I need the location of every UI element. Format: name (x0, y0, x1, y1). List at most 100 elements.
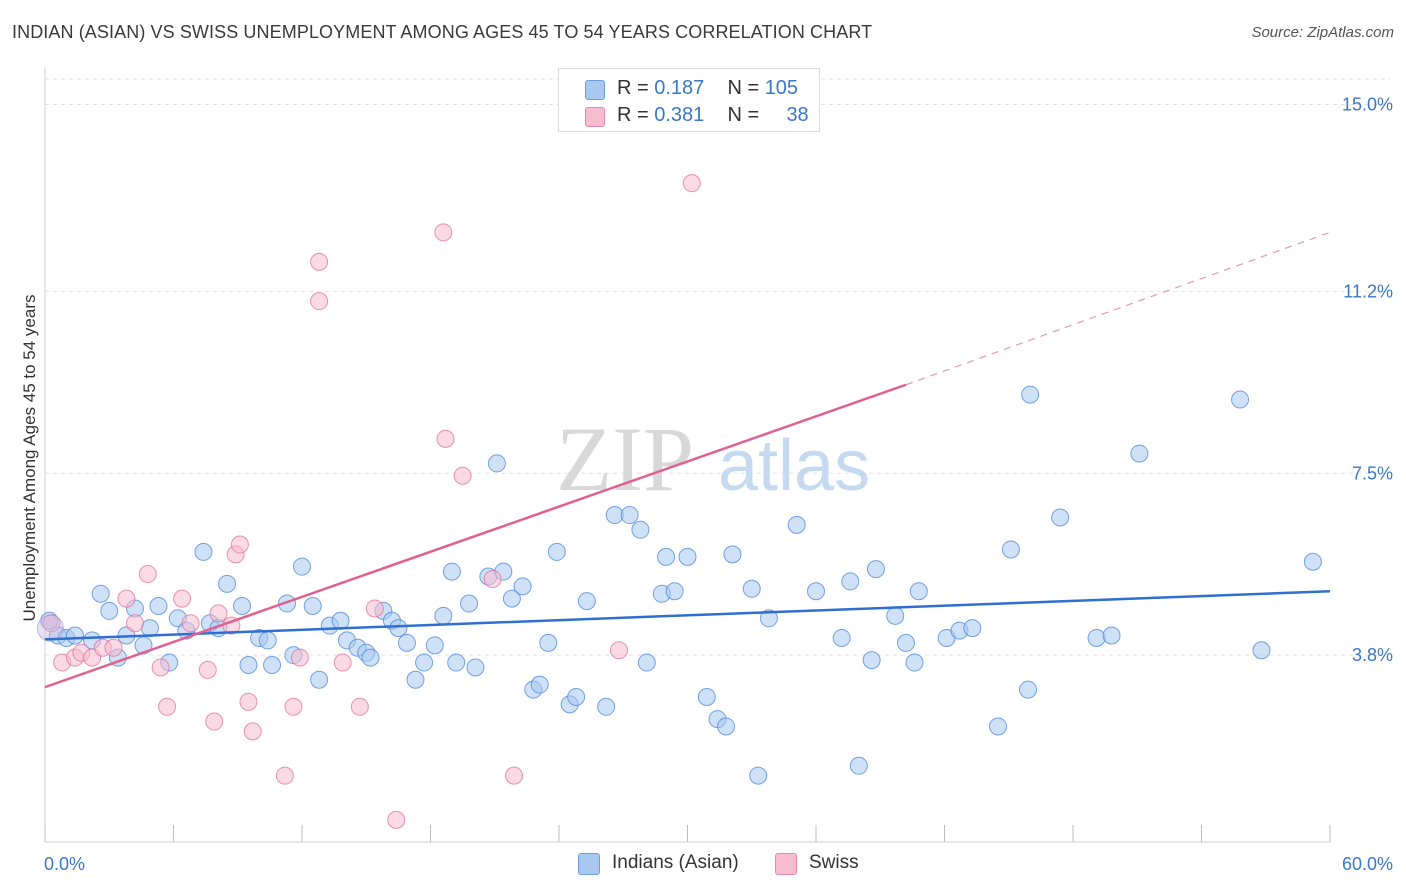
point-indians (310, 670, 329, 689)
point-swiss (505, 766, 524, 785)
x-tick-label-min: 0.0% (44, 854, 85, 874)
point-indians (605, 506, 624, 525)
bottom-legend-label-indians: Indians (Asian) (612, 852, 739, 873)
point-indians (749, 766, 768, 785)
point-swiss (125, 614, 144, 633)
point-indians (862, 651, 881, 670)
point-indians (389, 619, 408, 638)
point-swiss (609, 641, 628, 660)
point-swiss (158, 697, 177, 716)
point-indians (397, 633, 416, 652)
point-swiss (387, 810, 406, 829)
point-swiss (310, 292, 329, 311)
point-swiss (483, 569, 502, 588)
point-indians (233, 597, 252, 615)
point-indians (460, 594, 479, 613)
point-indians (807, 582, 825, 601)
point-swiss (117, 589, 136, 608)
legend-n-label: N = (727, 77, 760, 99)
point-swiss (209, 604, 228, 623)
point-indians (597, 697, 616, 716)
point-indians (620, 506, 639, 525)
point-indians (1252, 641, 1271, 660)
legend-swatch-swiss (585, 107, 605, 127)
point-indians (832, 628, 851, 647)
bottom-legend-swatch-indians (578, 853, 600, 875)
point-indians (530, 675, 549, 694)
point-indians (1001, 540, 1020, 559)
point-indians (293, 557, 311, 576)
point-indians (637, 653, 656, 672)
x-tick-label-max: 60.0% (1342, 854, 1393, 874)
point-indians (434, 606, 453, 625)
data-points (36, 174, 1322, 829)
legend-n-value: 105 (764, 77, 799, 99)
y-tick-label: 7.5% (1352, 463, 1393, 483)
point-indians (896, 633, 915, 652)
point-indians (657, 547, 676, 566)
trend-line-swiss-extension (905, 231, 1331, 386)
point-swiss (104, 638, 123, 657)
point-indians (905, 653, 924, 672)
point-indians (1102, 626, 1121, 645)
point-indians (678, 547, 697, 566)
watermark: ZIP atlas (556, 408, 870, 510)
point-indians (425, 636, 444, 655)
point-indians (331, 611, 350, 630)
legend-swatch-indians (585, 80, 605, 100)
point-indians (866, 560, 885, 579)
point-indians (717, 717, 736, 736)
chart-title: INDIAN (ASIAN) VS SWISS UNEMPLOYMENT AMO… (12, 22, 873, 42)
legend-r-label: R = (617, 77, 649, 99)
point-indians (1130, 444, 1149, 463)
point-swiss (198, 660, 217, 679)
stats-legend: R = 0.187 N = 105 R = 0.381 N = 38 (558, 68, 820, 132)
point-indians (989, 717, 1008, 736)
point-indians (1231, 390, 1250, 409)
point-indians (149, 597, 168, 615)
tick-labels: 3.8% 7.5% 11.2% 15.0% 0.0% 60.0% (44, 95, 1393, 875)
point-indians (886, 606, 905, 625)
point-swiss (239, 692, 258, 711)
y-tick-label: 11.2% (1343, 281, 1393, 301)
legend-n-label: N = (727, 104, 760, 126)
point-indians (841, 572, 860, 591)
trend-lines (44, 231, 1331, 689)
point-indians (539, 633, 558, 652)
point-swiss (284, 697, 303, 716)
point-indians (361, 648, 380, 667)
point-indians (1303, 552, 1322, 571)
point-indians (697, 687, 716, 706)
y-tick-label: 3.8% (1352, 645, 1393, 665)
point-swiss (290, 648, 309, 667)
point-indians (65, 626, 84, 645)
point-indians (303, 597, 322, 615)
axes (44, 67, 1331, 843)
y-axis-label: Unemployment Among Ages 45 to 54 years (20, 294, 39, 622)
point-swiss (151, 658, 170, 677)
point-indians (787, 515, 806, 534)
point-indians (466, 658, 485, 677)
point-indians (547, 542, 566, 561)
point-indians (442, 562, 461, 581)
point-indians (742, 579, 761, 598)
y-tick-label: 15.0% (1342, 95, 1393, 115)
point-swiss (436, 429, 455, 448)
point-indians (194, 542, 213, 561)
point-indians (406, 670, 425, 689)
point-indians (1019, 680, 1038, 699)
point-indians (513, 577, 532, 596)
point-swiss (205, 712, 224, 731)
point-swiss (181, 614, 200, 633)
point-indians (577, 592, 596, 611)
legend-n-value: 38 (786, 104, 809, 126)
point-indians (723, 545, 742, 564)
point-swiss (434, 223, 453, 242)
source-label: Source: ZipAtlas.com (1251, 24, 1394, 41)
point-indians (447, 653, 466, 672)
point-swiss (350, 697, 369, 716)
point-indians (665, 582, 684, 601)
point-indians (1087, 628, 1106, 647)
point-swiss (453, 466, 472, 485)
